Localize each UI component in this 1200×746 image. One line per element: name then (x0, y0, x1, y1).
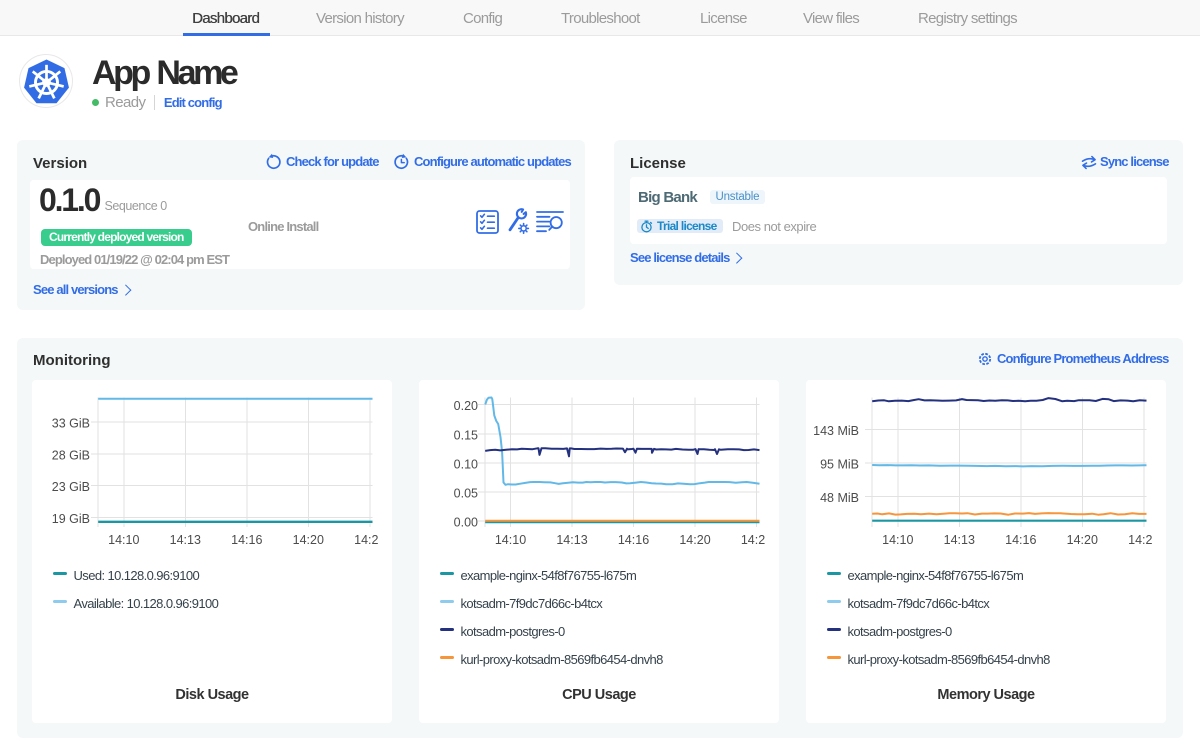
svg-text:95 MiB: 95 MiB (820, 458, 859, 472)
svg-text:14:23: 14:23 (354, 533, 378, 547)
svg-text:14:20: 14:20 (293, 533, 324, 547)
svg-text:14:16: 14:16 (1005, 533, 1036, 547)
svg-text:14:16: 14:16 (618, 533, 649, 547)
svg-text:23 GiB: 23 GiB (52, 480, 90, 494)
svg-text:14:20: 14:20 (1067, 533, 1098, 547)
svg-text:19 GiB: 19 GiB (52, 512, 90, 526)
svg-text:14:13: 14:13 (556, 533, 587, 547)
svg-text:14:10: 14:10 (108, 533, 139, 547)
svg-text:14:20: 14:20 (679, 533, 710, 547)
svg-text:14:16: 14:16 (231, 533, 262, 547)
svg-text:0.10: 0.10 (454, 457, 478, 471)
svg-text:33 GiB: 33 GiB (52, 417, 90, 431)
svg-text:0.15: 0.15 (454, 428, 478, 442)
svg-text:143 MiB: 143 MiB (813, 424, 859, 438)
svg-text:14:10: 14:10 (882, 533, 913, 547)
svg-text:14:10: 14:10 (495, 533, 526, 547)
svg-text:14:13: 14:13 (170, 533, 201, 547)
svg-text:0.00: 0.00 (454, 516, 478, 530)
svg-text:14:13: 14:13 (944, 533, 975, 547)
svg-text:28 GiB: 28 GiB (52, 448, 90, 462)
svg-text:48 MiB: 48 MiB (820, 491, 859, 505)
svg-text:0.20: 0.20 (454, 399, 478, 413)
svg-text:0.05: 0.05 (454, 487, 478, 501)
svg-text:14:23: 14:23 (1128, 533, 1152, 547)
svg-text:14:23: 14:23 (741, 533, 765, 547)
